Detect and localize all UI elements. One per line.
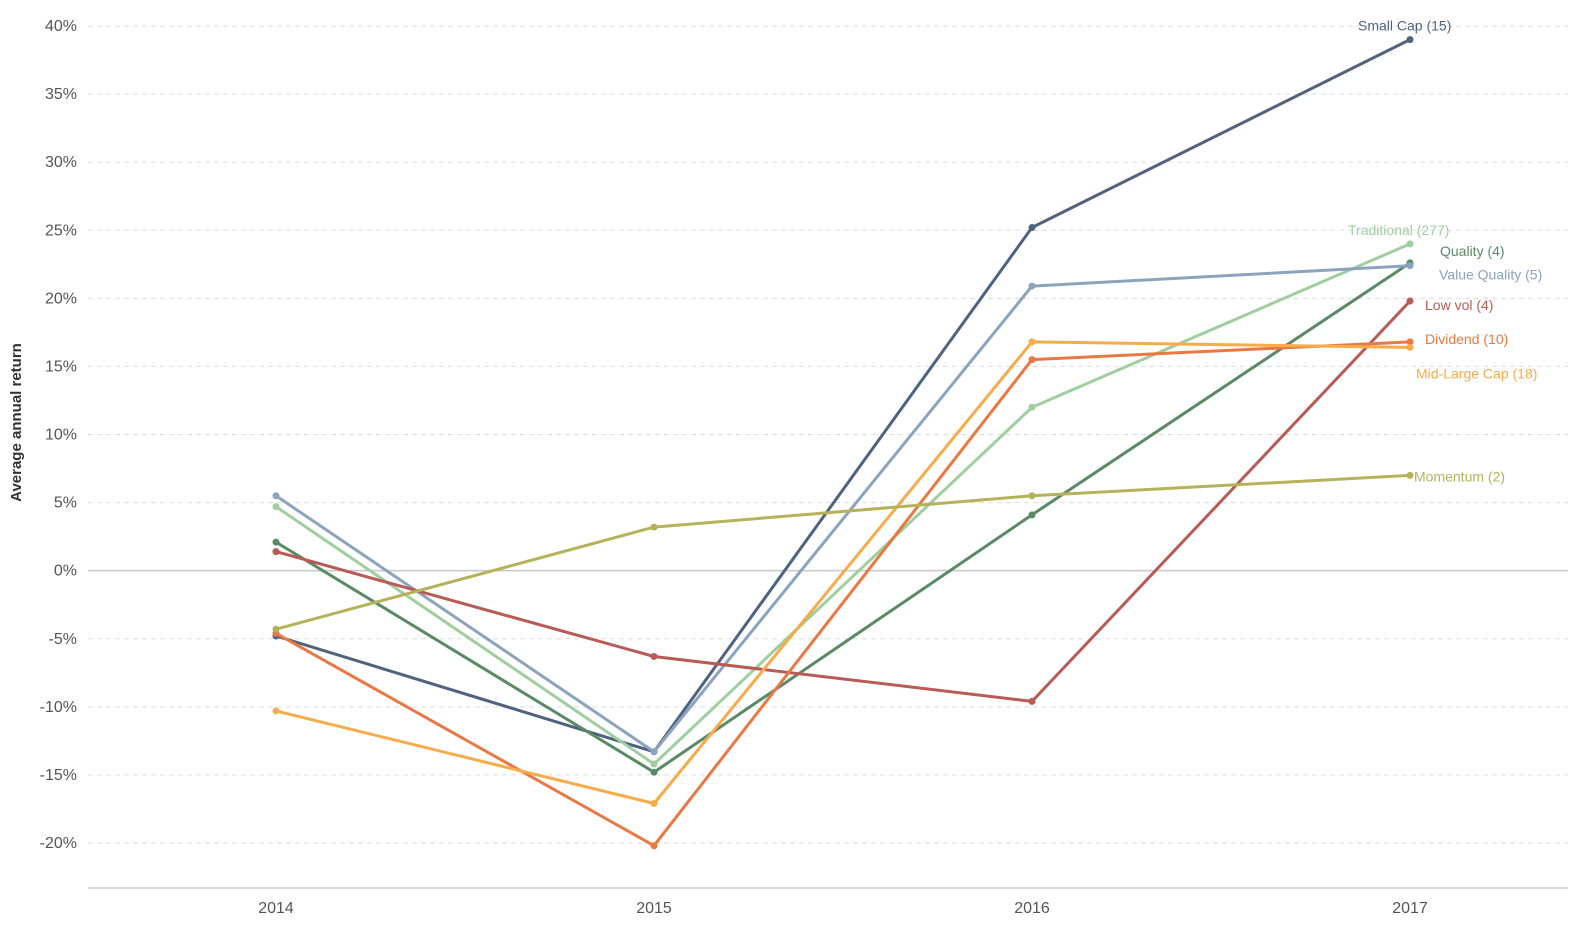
series-line: [274, 473, 1412, 631]
series-line: [274, 242, 1412, 766]
series-1: [272, 240, 1414, 768]
grid-layer: [88, 25, 1568, 844]
data-point: [1406, 343, 1414, 351]
data-point: [650, 768, 658, 776]
data-point: [1028, 492, 1036, 500]
y-tick-label: 10%: [45, 427, 77, 444]
data-point: [650, 652, 658, 660]
data-point: [1028, 511, 1036, 519]
series-line: [274, 299, 1412, 703]
y-tick-label: 30%: [45, 154, 77, 171]
axis-layer: 40% 35% 30% 25% 20% 15% 10% 5% 0% -5% -10% -15% -20%…: [40, 18, 1568, 917]
data-point: [1028, 356, 1036, 364]
data-point: [1028, 224, 1036, 232]
series-label: Low vol (4): [1425, 297, 1493, 313]
data-point: [650, 800, 658, 808]
y-axis-title: Average annual return: [8, 343, 25, 502]
data-point: [1406, 297, 1414, 305]
series-label: Value Quality (5): [1439, 267, 1542, 283]
y-tick-label: 40%: [45, 18, 77, 35]
series-line: [274, 38, 1412, 754]
series-line: [274, 340, 1412, 848]
data-point: [1406, 240, 1414, 248]
y-tick-label: -10%: [40, 699, 77, 716]
y-tick-label: 5%: [54, 495, 77, 512]
series-label: Traditional (277): [1348, 222, 1449, 238]
data-point: [1406, 471, 1414, 479]
data-point: [1028, 697, 1036, 705]
series-6: [272, 338, 1414, 808]
series-0: [272, 36, 1414, 756]
y-tick-label: -15%: [40, 767, 77, 784]
data-point: [272, 707, 280, 715]
series-line: [274, 340, 1412, 805]
data-point: [1406, 338, 1414, 346]
data-point: [650, 842, 658, 850]
y-tick-label: -20%: [40, 835, 77, 852]
data-point: [1028, 282, 1036, 290]
series-7: [272, 471, 1414, 633]
series-label: Dividend (10): [1425, 331, 1508, 347]
y-tick-label: 35%: [45, 86, 77, 103]
y-tick-label: 25%: [45, 222, 77, 239]
series-label: Mid-Large Cap (18): [1416, 365, 1537, 381]
series-line: [274, 264, 1412, 754]
data-point: [650, 760, 658, 768]
series-3: [272, 262, 1414, 756]
series-5: [272, 338, 1414, 850]
data-point: [1406, 262, 1414, 270]
series-label: Quality (4): [1440, 243, 1505, 259]
y-tick-label: 15%: [45, 358, 77, 375]
series-label: Small Cap (15): [1358, 18, 1451, 34]
label-layer: Small Cap (15) Traditional (277) Quality (…: [1348, 18, 1542, 485]
data-point: [272, 492, 280, 500]
data-point: [650, 523, 658, 531]
data-point: [1028, 403, 1036, 411]
y-tick-label: 0%: [54, 563, 77, 580]
x-tick-label: 2016: [1014, 900, 1050, 917]
data-point: [1028, 338, 1036, 346]
series-line: [274, 261, 1412, 774]
y-tick-label: 20%: [45, 290, 77, 307]
data-point: [272, 538, 280, 546]
series-4: [272, 297, 1414, 705]
y-tick-label: -5%: [49, 631, 77, 648]
x-tick-label: 2014: [258, 900, 294, 917]
data-point: [1406, 36, 1414, 44]
data-point: [650, 748, 658, 756]
series-label: Momentum (2): [1414, 468, 1505, 484]
series-layer: [272, 36, 1414, 850]
data-point: [272, 503, 280, 511]
x-tick-label: 2017: [1392, 900, 1428, 917]
x-tick-label: 2015: [636, 900, 672, 917]
data-point: [272, 548, 280, 556]
data-point: [272, 625, 280, 633]
